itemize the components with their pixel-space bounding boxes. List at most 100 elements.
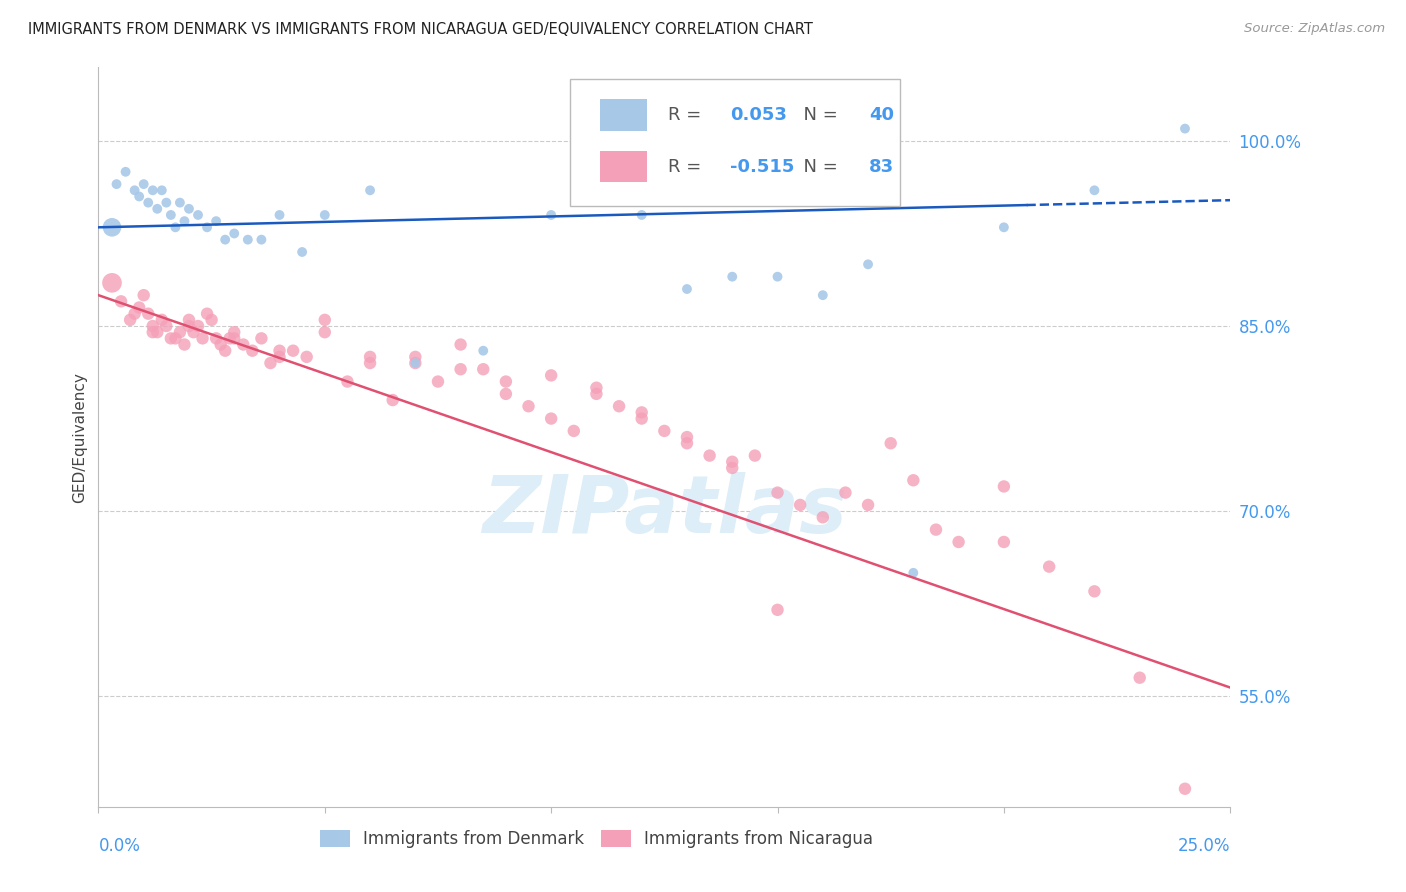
Point [146, 325, 169, 339]
Point [404, 350, 426, 364]
Point [811, 288, 834, 302]
Point [187, 208, 209, 222]
Point [585, 381, 607, 395]
Point [856, 498, 879, 512]
Point [903, 566, 925, 580]
Point [114, 165, 136, 179]
Point [811, 510, 834, 524]
Text: Source: ZipAtlas.com: Source: ZipAtlas.com [1244, 22, 1385, 36]
Point [766, 603, 789, 617]
Point [195, 307, 218, 321]
Point [232, 337, 254, 351]
Point [517, 399, 540, 413]
Point [183, 325, 205, 339]
Point [562, 424, 585, 438]
Text: 0.053: 0.053 [730, 106, 787, 124]
Point [540, 208, 562, 222]
Point [132, 288, 155, 302]
Point [142, 319, 165, 334]
Point [676, 436, 699, 450]
Point [295, 350, 318, 364]
Point [314, 325, 336, 339]
Point [1083, 183, 1105, 197]
Point [150, 183, 173, 197]
Point [359, 356, 381, 370]
Point [155, 319, 177, 334]
Point [450, 362, 472, 376]
Text: 25.0%: 25.0% [1178, 837, 1230, 855]
Point [173, 337, 195, 351]
Text: N =: N = [792, 158, 844, 176]
Point [236, 233, 259, 247]
FancyBboxPatch shape [571, 79, 900, 206]
Point [142, 183, 165, 197]
Point [540, 411, 562, 425]
Point [880, 436, 903, 450]
Point [218, 331, 240, 345]
Point [250, 233, 273, 247]
Point [165, 220, 187, 235]
Point [187, 319, 209, 334]
Point [224, 325, 246, 339]
Point [259, 356, 281, 370]
Point [903, 473, 925, 487]
Point [250, 331, 273, 345]
Point [1129, 671, 1152, 685]
Point [381, 393, 404, 408]
Point [105, 177, 128, 191]
Point [404, 356, 426, 370]
Point [214, 343, 236, 358]
Point [160, 331, 183, 345]
Point [652, 424, 676, 438]
Point [1174, 781, 1197, 796]
Text: 83: 83 [869, 158, 894, 176]
Point [155, 195, 177, 210]
Text: -0.515: -0.515 [730, 158, 794, 176]
Point [856, 257, 879, 271]
Point [209, 337, 232, 351]
Point [169, 325, 191, 339]
Point [165, 331, 187, 345]
Point [136, 307, 159, 321]
Point [630, 411, 652, 425]
Point [789, 498, 811, 512]
Point [540, 368, 562, 383]
Point [132, 177, 155, 191]
Point [205, 214, 228, 228]
Point [427, 375, 450, 389]
Point [1174, 121, 1197, 136]
Point [191, 331, 214, 345]
Point [124, 183, 146, 197]
Point [676, 430, 699, 444]
Text: IMMIGRANTS FROM DENMARK VS IMMIGRANTS FROM NICARAGUA GED/EQUIVALENCY CORRELATION: IMMIGRANTS FROM DENMARK VS IMMIGRANTS FR… [28, 22, 813, 37]
Point [110, 294, 132, 309]
Point [721, 455, 744, 469]
Point [359, 350, 381, 364]
Point [721, 269, 744, 284]
Point [744, 449, 766, 463]
Point [281, 343, 304, 358]
Point [993, 479, 1015, 493]
Point [1083, 584, 1105, 599]
Point [269, 343, 291, 358]
Point [124, 307, 146, 321]
Point [993, 535, 1015, 549]
Point [336, 375, 359, 389]
Text: R =: R = [668, 158, 707, 176]
Point [359, 183, 381, 197]
Point [495, 375, 517, 389]
Point [1038, 559, 1060, 574]
Point [404, 356, 426, 370]
Text: 0.0%: 0.0% [98, 837, 141, 855]
Point [240, 343, 263, 358]
Text: N =: N = [792, 106, 844, 124]
Point [136, 195, 159, 210]
Point [948, 535, 970, 549]
Point [173, 214, 195, 228]
Text: ZIPatlas: ZIPatlas [482, 472, 846, 550]
Text: R =: R = [668, 106, 707, 124]
FancyBboxPatch shape [600, 100, 647, 130]
Point [101, 220, 124, 235]
Point [269, 350, 291, 364]
Point [721, 461, 744, 475]
